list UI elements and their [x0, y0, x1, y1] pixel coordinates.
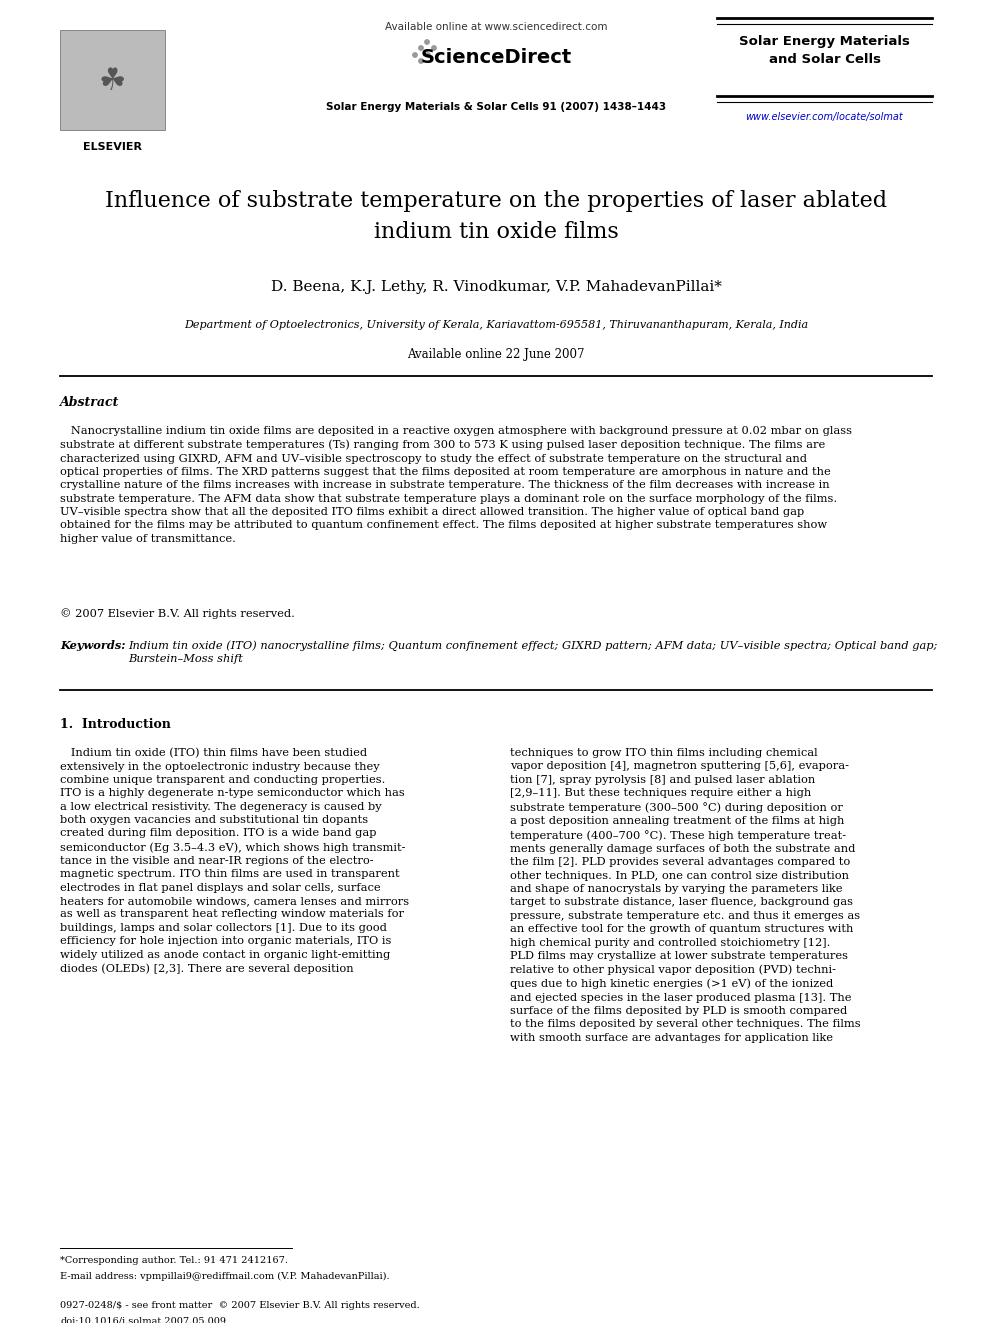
Text: ELSEVIER: ELSEVIER — [82, 142, 142, 152]
Circle shape — [419, 58, 424, 64]
Text: E-mail address: vpmpillai9@rediffmail.com (V.P. MahadevanPillai).: E-mail address: vpmpillai9@rediffmail.co… — [60, 1271, 390, 1281]
Text: Available online at www.sciencedirect.com: Available online at www.sciencedirect.co… — [385, 22, 607, 32]
Text: Indium tin oxide (ITO) thin films have been studied
extensively in the optoelect: Indium tin oxide (ITO) thin films have b… — [60, 747, 409, 974]
Text: Department of Optoelectronics, University of Kerala, Kariavattom-695581, Thiruva: Department of Optoelectronics, Universit… — [184, 320, 808, 329]
Text: © 2007 Elsevier B.V. All rights reserved.: © 2007 Elsevier B.V. All rights reserved… — [60, 609, 295, 619]
Text: 0927-0248/$ - see front matter  © 2007 Elsevier B.V. All rights reserved.: 0927-0248/$ - see front matter © 2007 El… — [60, 1301, 420, 1310]
Circle shape — [426, 53, 431, 57]
Text: 1.  Introduction: 1. Introduction — [60, 718, 171, 732]
Text: techniques to grow ITO thin films including chemical
vapor deposition [4], magne: techniques to grow ITO thin films includ… — [510, 747, 861, 1043]
Circle shape — [432, 46, 436, 50]
Text: Influence of substrate temperature on the properties of laser ablated
indium tin: Influence of substrate temperature on th… — [105, 191, 887, 242]
Bar — [60, 30, 165, 130]
Text: www.elsevier.com/locate/solmat: www.elsevier.com/locate/solmat — [746, 112, 904, 122]
Text: doi:10.1016/j.solmat.2007.05.009: doi:10.1016/j.solmat.2007.05.009 — [60, 1316, 226, 1323]
Text: Available online 22 June 2007: Available online 22 June 2007 — [408, 348, 584, 361]
Text: Nanocrystalline indium tin oxide films are deposited in a reactive oxygen atmosp: Nanocrystalline indium tin oxide films a… — [60, 426, 852, 544]
Text: Keywords:: Keywords: — [60, 640, 126, 651]
Circle shape — [419, 46, 424, 50]
Text: ScienceDirect: ScienceDirect — [421, 48, 571, 67]
Text: Indium tin oxide (ITO) nanocrystalline films; Quantum confinement effect; GIXRD : Indium tin oxide (ITO) nanocrystalline f… — [128, 640, 937, 664]
Circle shape — [425, 40, 430, 44]
Text: Solar Energy Materials
and Solar Cells: Solar Energy Materials and Solar Cells — [739, 34, 910, 66]
Text: Solar Energy Materials & Solar Cells 91 (2007) 1438–1443: Solar Energy Materials & Solar Cells 91 … — [326, 102, 666, 112]
Text: D. Beena, K.J. Lethy, R. Vinodkumar, V.P. MahadevanPillai*: D. Beena, K.J. Lethy, R. Vinodkumar, V.P… — [271, 280, 721, 294]
Text: *Corresponding author. Tel.: 91 471 2412167.: *Corresponding author. Tel.: 91 471 2412… — [60, 1256, 288, 1265]
Text: ☘: ☘ — [98, 67, 126, 97]
Circle shape — [413, 53, 418, 57]
Text: Abstract: Abstract — [60, 396, 119, 409]
